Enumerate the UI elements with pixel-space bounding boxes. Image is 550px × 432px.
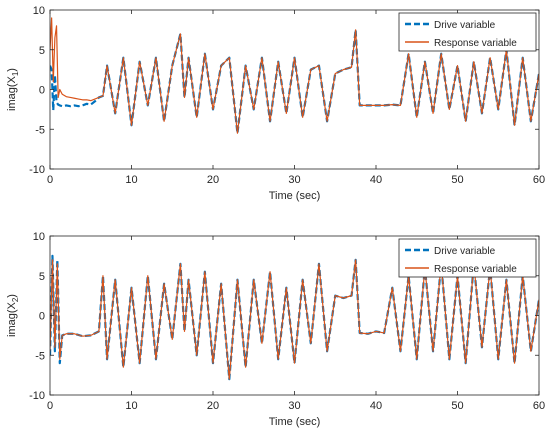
y-tick-label: 5 — [39, 271, 45, 283]
y-axis-label-subscript: 2 — [11, 297, 20, 302]
tick-layer: 0 10 20 30 40 50 60 -10 -5 0 5 10 — [29, 231, 545, 412]
legend-label-response: Response variable — [434, 38, 517, 49]
x-tick-label: 10 — [125, 400, 137, 412]
x-tick-label: 30 — [288, 400, 300, 412]
x-axis-label: Time (sec) — [269, 416, 321, 428]
x-tick-label: 60 — [533, 174, 545, 186]
x-tick-label: 0 — [47, 174, 53, 186]
legend-label-drive: Drive variable — [434, 20, 496, 31]
x-tick-label: 50 — [451, 400, 463, 412]
legend: Drive variable Response variable — [398, 12, 537, 52]
x-axis-label: Time (sec) — [269, 190, 321, 202]
legend: Drive variable Response variable — [398, 238, 537, 278]
series-layer — [50, 17, 539, 135]
legend-box — [398, 238, 537, 278]
y-axis-label: imag(X2) — [6, 294, 20, 337]
y-tick-label: -10 — [29, 164, 45, 176]
x-tick-label: 40 — [370, 174, 382, 186]
y-axis-label: imag(X1) — [6, 68, 20, 111]
series-response-line — [50, 17, 539, 134]
y-tick-label: 5 — [39, 45, 45, 57]
x-tick-label: 0 — [47, 400, 53, 412]
y-axis-label-close: ) — [6, 68, 18, 72]
y-axis-label-main: imag(X — [6, 75, 18, 111]
series-response-line — [50, 259, 539, 380]
y-tick-label: 0 — [39, 85, 45, 97]
y-tick-label: -10 — [29, 390, 45, 402]
y-axis-label-subscript: 1 — [11, 71, 20, 76]
y-axis-label-close: ) — [6, 294, 18, 298]
y-tick-label: -5 — [35, 350, 45, 362]
y-tick-label: -5 — [35, 124, 45, 136]
x-tick-label: 20 — [207, 174, 219, 186]
y-tick-label: 10 — [33, 231, 45, 243]
x-tick-label: 40 — [370, 400, 382, 412]
legend-label-drive: Drive variable — [434, 246, 496, 257]
series-layer — [50, 254, 539, 381]
x-tick-label: 50 — [451, 174, 463, 186]
chart-panel-top: 0 10 20 30 40 50 60 -10 -5 0 5 10 Time (sec) imag(X… — [6, 5, 545, 202]
y-tick-label: 0 — [39, 311, 45, 323]
x-tick-label: 10 — [125, 174, 137, 186]
x-tick-label: 30 — [288, 174, 300, 186]
x-tick-label: 60 — [533, 400, 545, 412]
y-tick-label: 10 — [33, 5, 45, 17]
legend-box — [398, 12, 537, 52]
x-tick-label: 20 — [207, 400, 219, 412]
tick-layer: 0 10 20 30 40 50 60 -10 -5 0 5 10 — [29, 5, 545, 186]
legend-label-response: Response variable — [434, 264, 517, 275]
chart-panel-bottom: 0 10 20 30 40 50 60 -10 -5 0 5 10 Time (sec) imag(X… — [6, 231, 545, 428]
y-axis-label-main: imag(X — [6, 301, 18, 337]
